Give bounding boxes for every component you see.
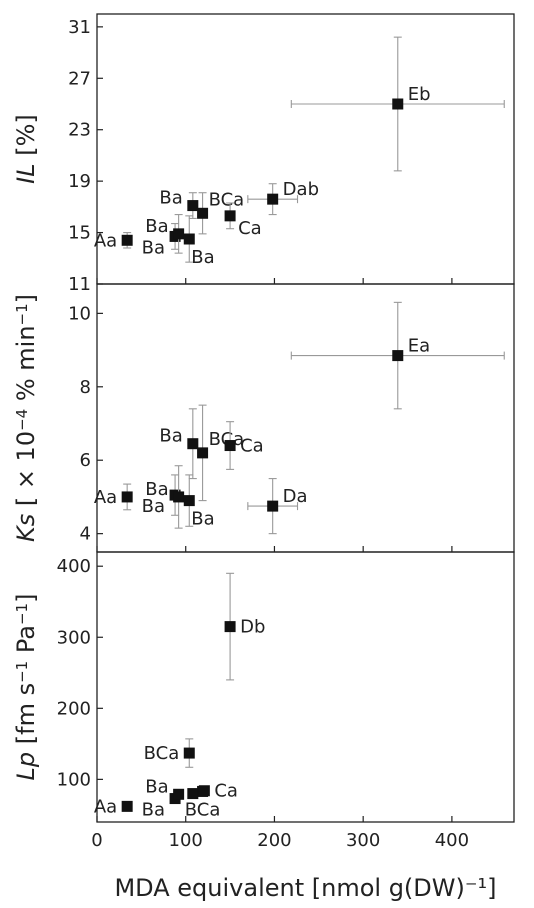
data-point: Aa: [94, 483, 133, 511]
x-tick-label: 400: [435, 830, 469, 851]
square-marker: [173, 491, 185, 503]
point-label: Aa: [94, 796, 117, 817]
data-point: Ba: [159, 408, 199, 480]
point-label: Ba: [191, 247, 214, 268]
square-marker: [224, 440, 236, 452]
square-marker: [173, 788, 185, 800]
square-marker: [187, 200, 199, 212]
data-point: Da: [247, 478, 308, 535]
square-marker: [198, 785, 210, 797]
data-point: Aa: [94, 230, 133, 251]
square-marker: [197, 207, 209, 219]
x-tick-label: 100: [169, 830, 203, 851]
square-marker: [187, 788, 199, 800]
y-axis-label: IL [%]: [12, 114, 40, 184]
point-label: Ba: [142, 237, 165, 258]
square-marker: [121, 234, 133, 246]
square-marker: [224, 621, 236, 633]
y-tick-label: 15: [68, 223, 91, 244]
x-tick-label: 200: [257, 830, 291, 851]
y-tick-label: 10: [68, 303, 91, 324]
y-tick-label: 6: [80, 450, 91, 471]
point-label: Ba: [142, 800, 165, 821]
data-point: Ca: [224, 202, 262, 239]
square-marker: [267, 500, 279, 512]
y-tick-label: 23: [68, 120, 91, 141]
y-tick-label: 19: [68, 171, 91, 192]
data-point: Dab: [247, 179, 319, 216]
square-marker: [183, 233, 195, 245]
panel-3: 100 200 300 400 0 100 200 300 400 Lp [fm s−1 Pa−1…: [12, 551, 515, 851]
point-label: Ba: [159, 426, 182, 447]
data-point: [187, 788, 199, 800]
point-label: Ba: [145, 776, 168, 797]
square-marker: [187, 438, 199, 450]
x-tick-label: 0: [91, 830, 102, 851]
square-marker: [267, 193, 279, 205]
data-point: Ea: [290, 301, 505, 410]
y-tick-label: 4: [80, 524, 91, 545]
data-point: Ba: [159, 188, 199, 219]
data-point: Ba: [145, 465, 185, 529]
point-label: Ca: [240, 436, 264, 457]
y-tick-label: 11: [68, 274, 91, 295]
y-tick-label: 200: [57, 698, 91, 719]
point-label: BCa: [144, 743, 180, 764]
point-label: Dab: [283, 179, 319, 200]
point-label: Db: [240, 617, 265, 638]
point-label: Ba: [191, 509, 214, 530]
data-point: Ba: [183, 215, 215, 268]
point-label: Ca: [238, 218, 262, 239]
y-axis-label: Lp [fm s−1 Pa−1]: [12, 594, 40, 781]
point-label: Eb: [408, 84, 431, 105]
point-label: Ba: [145, 216, 168, 237]
y-tick-label: 100: [57, 769, 91, 790]
point-label: Ba: [145, 479, 168, 500]
square-marker: [392, 98, 404, 110]
square-marker: [197, 447, 209, 459]
square-marker: [183, 495, 195, 507]
data-point: Aa: [94, 796, 133, 817]
point-label: Ba: [142, 496, 165, 517]
data-point: BCa: [144, 738, 195, 768]
x-axis-label: MDA equivalent [nmol g(DW)⁻¹]: [114, 874, 496, 902]
point-label: BCa: [185, 799, 221, 820]
y-tick-label: 31: [68, 17, 91, 38]
y-axis-label: Ks [ × 10−4 % min−1]: [12, 294, 40, 542]
x-tick-label: 300: [346, 830, 380, 851]
square-marker: [392, 350, 404, 362]
data-point: Db: [224, 572, 265, 681]
square-marker: [121, 800, 133, 812]
square-marker: [121, 491, 133, 503]
data-point: Ca: [224, 421, 264, 470]
y-tick-label: 27: [68, 68, 91, 89]
square-marker: [183, 747, 195, 759]
data-point: BCa: [197, 404, 244, 502]
point-label: Ca: [214, 781, 238, 802]
square-marker: [173, 228, 185, 240]
y-tick-label: 8: [80, 377, 91, 398]
point-label: Ea: [408, 336, 430, 357]
point-label: Aa: [94, 230, 117, 251]
point-label: Da: [283, 486, 308, 507]
data-point: Ca: [198, 781, 238, 802]
plot-frame: [96, 551, 515, 823]
point-label: Ba: [159, 188, 182, 209]
y-tick-label: 400: [57, 556, 91, 577]
square-marker: [224, 210, 236, 222]
data-point: Eb: [290, 36, 505, 172]
data-point: BCa: [197, 189, 245, 235]
data-point: Ba: [145, 776, 185, 800]
data-point: Ba: [145, 214, 185, 254]
point-label: Aa: [94, 487, 117, 508]
data-point: Ba: [183, 474, 215, 530]
y-tick-label: 300: [57, 627, 91, 648]
point-label: BCa: [209, 189, 245, 210]
